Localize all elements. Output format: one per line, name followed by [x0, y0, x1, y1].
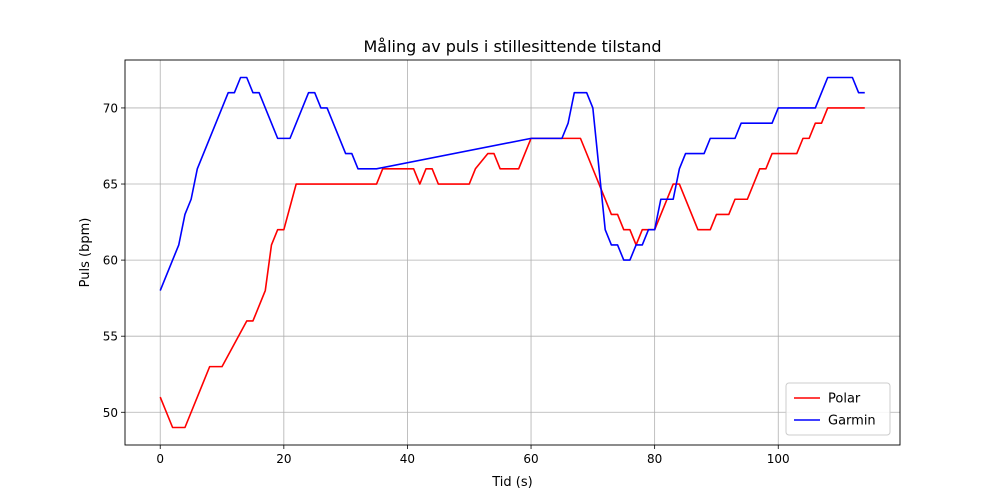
x-tick-label: 60: [523, 452, 538, 466]
series-line-polar: [159, 107, 865, 429]
legend-box: [785, 382, 891, 436]
y-tick-label: 60: [103, 254, 118, 268]
plot-area-frame: [124, 59, 901, 446]
y-tick-label: 70: [103, 101, 118, 115]
x-axis-label: Tid (s): [491, 475, 532, 490]
y-tick-label: 55: [103, 330, 118, 344]
x-tick-label: 80: [647, 452, 662, 466]
series-line-garmin: [159, 76, 865, 291]
y-tick-label: 65: [103, 178, 118, 192]
series-lines: [159, 76, 865, 429]
y-axis-label: Puls (bpm): [78, 218, 93, 288]
grid: [125, 60, 900, 445]
legend-label-polar: Polar: [828, 392, 861, 407]
legend: Polar Garmin: [785, 382, 891, 436]
x-tick-label: 100: [767, 452, 790, 466]
chart-title: Måling av puls i stillesittende tilstand: [364, 37, 662, 56]
x-tick-label: 40: [400, 452, 415, 466]
y-tick-label: 50: [103, 406, 118, 420]
x-tick-label: 0: [156, 452, 164, 466]
x-tick-label: 20: [276, 452, 291, 466]
legend-label-garmin: Garmin: [828, 414, 876, 429]
axis-ticks: 0 20 40 60 80 100 50 55 60 65 70: [103, 101, 790, 466]
